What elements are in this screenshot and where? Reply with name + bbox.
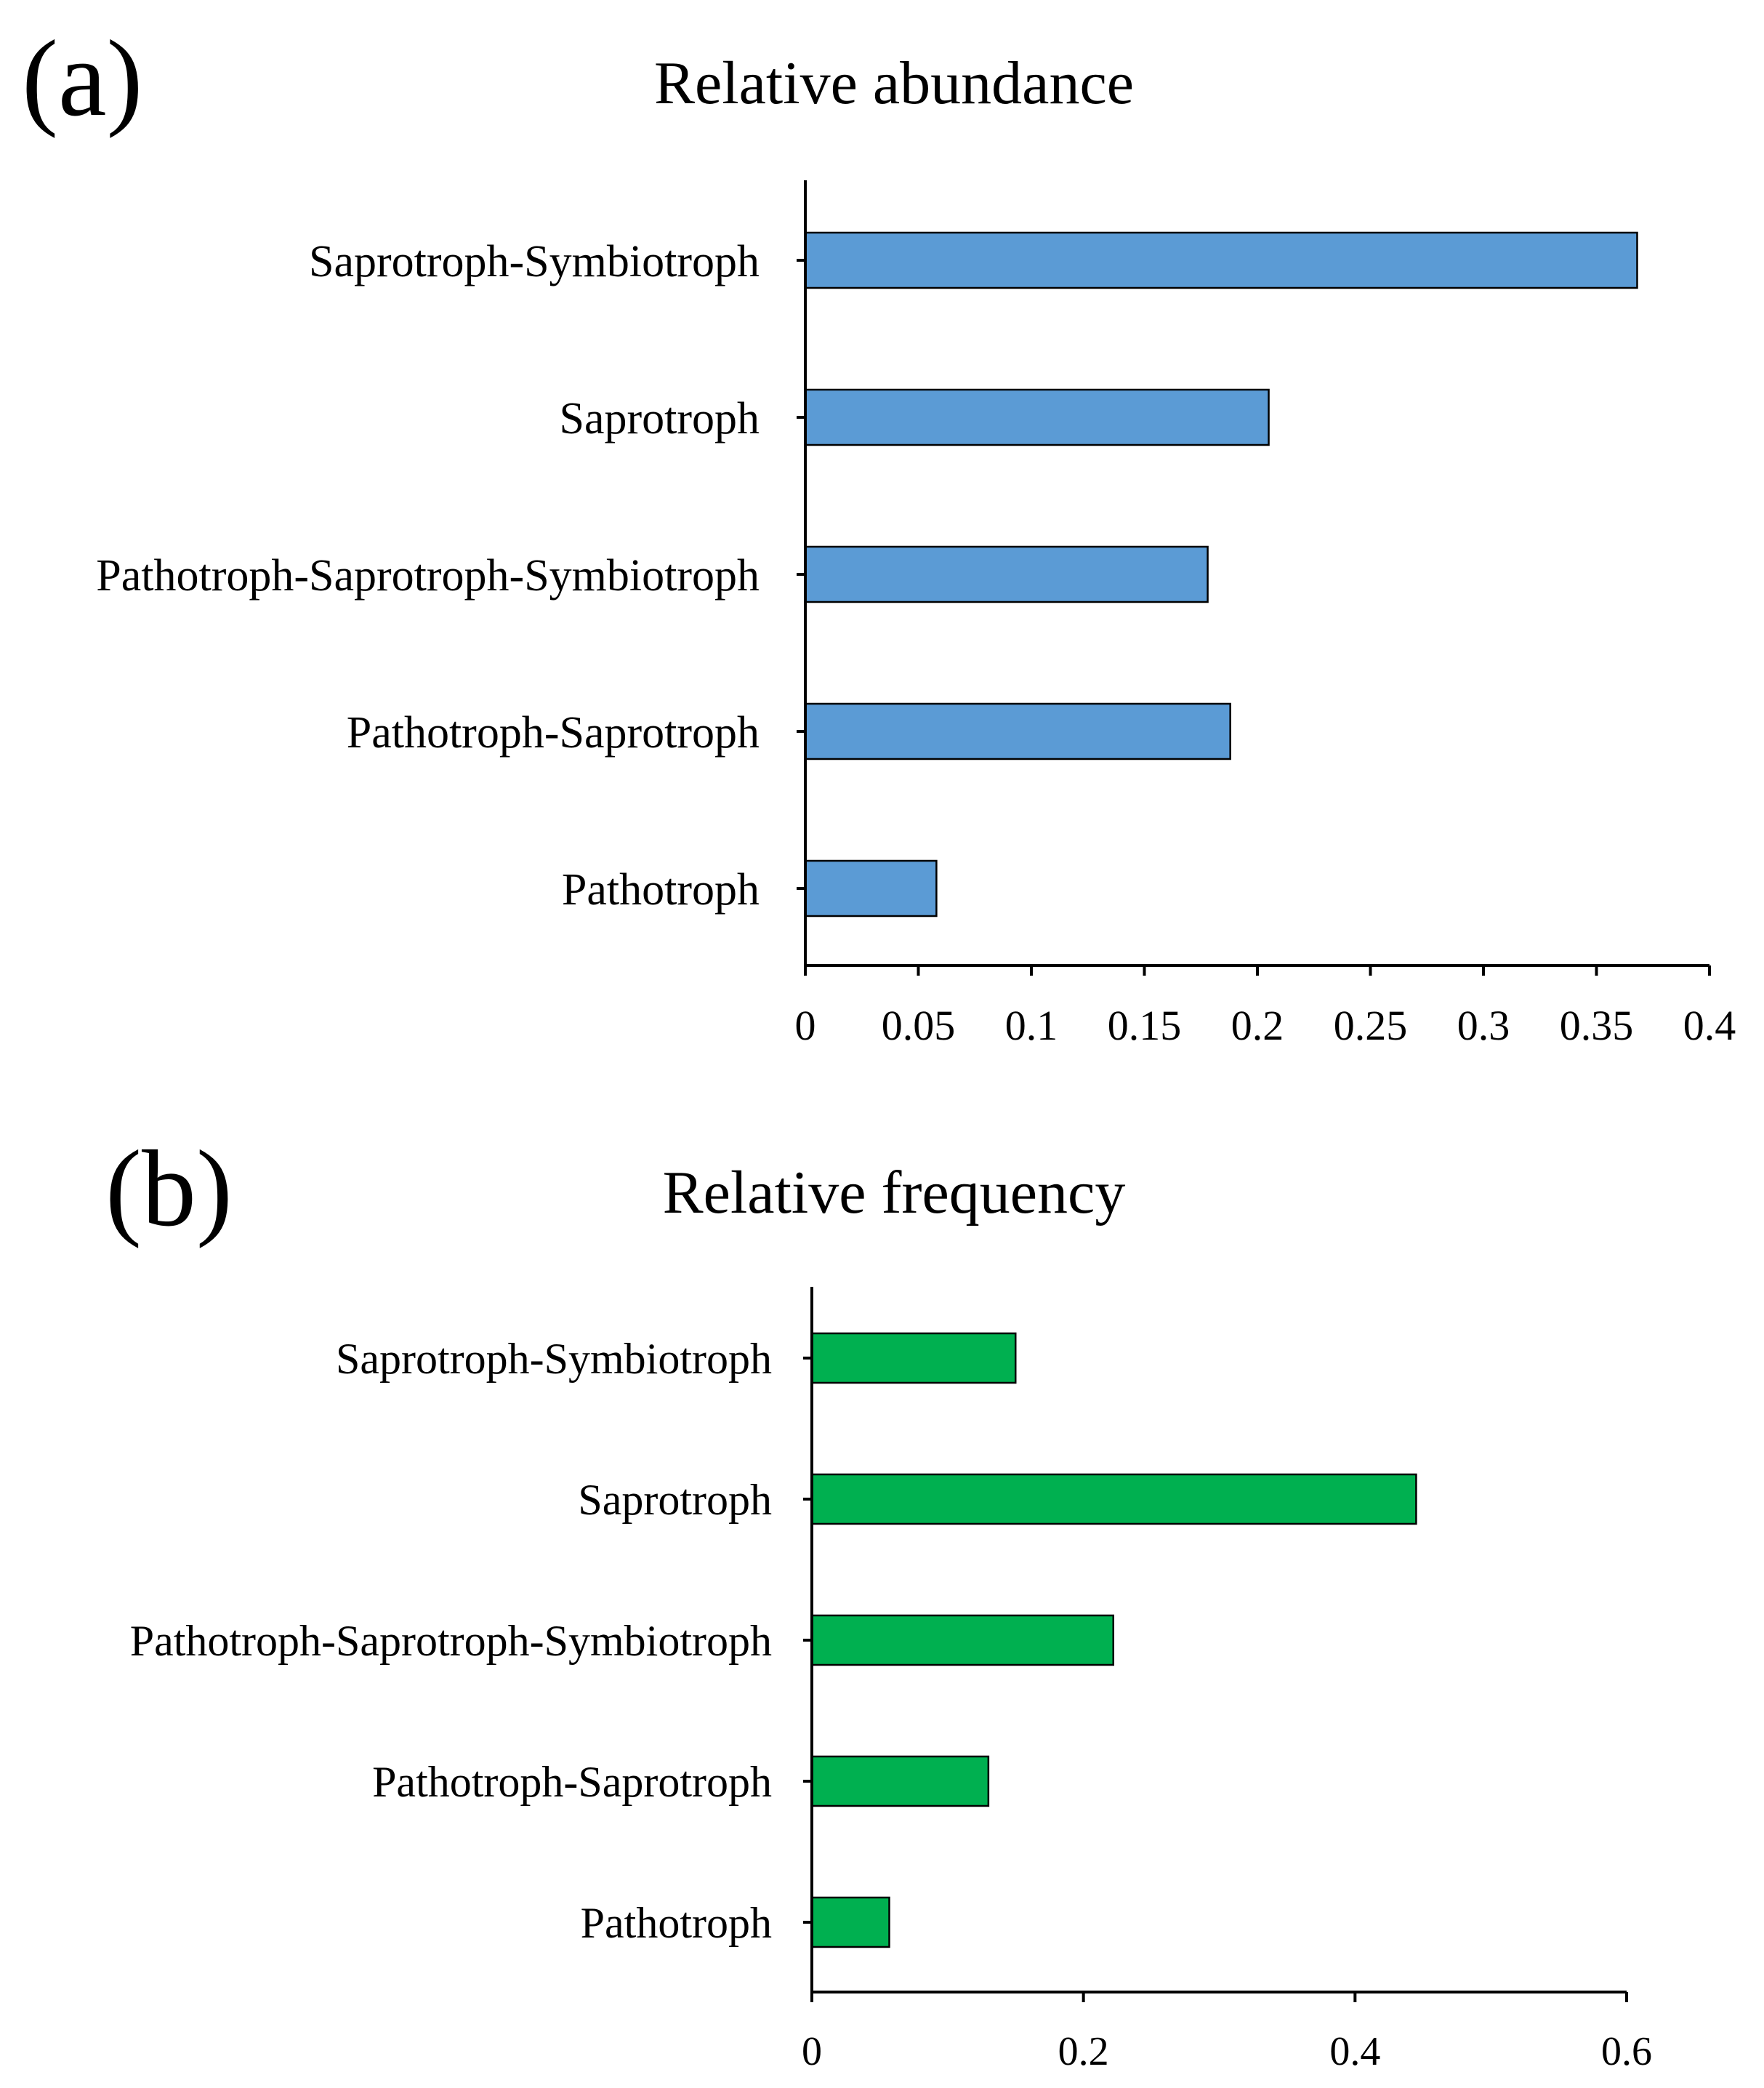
- panel-b-x-tick-label: 0.6: [1601, 2029, 1652, 2074]
- panel-b-title: Relative frequency: [663, 1159, 1126, 1226]
- panel-b-x-tick-label: 0: [802, 2029, 822, 2074]
- panel-a-bar: [804, 702, 1231, 760]
- panel-b-x-tick-label: 0.4: [1329, 2029, 1380, 2074]
- panel-a-category-label: Saprotroph: [559, 394, 760, 443]
- panel-a-category-label: Pathotroph: [562, 865, 760, 915]
- panel-a-bar: [804, 388, 1270, 446]
- panel-b-x-tick-label: 0.2: [1058, 2029, 1109, 2074]
- panel-a-category-label: Saprotroph-Symbiotroph: [309, 237, 760, 286]
- panel-a-label: (a): [22, 18, 142, 139]
- panel-b-category-label: Pathotroph-Saprotroph: [372, 1758, 772, 1806]
- panel-b: (b) Relative frequency Saprotroph-Symbio…: [105, 1128, 1652, 2074]
- panel-b-label: (b): [105, 1128, 233, 1249]
- panel-a-bars: [804, 231, 1638, 917]
- panel-a-x-tick-label: 0.15: [1108, 1002, 1182, 1049]
- panel-a-x-tick-label: 0.35: [1560, 1002, 1634, 1049]
- panel-a-x-tick-label: 0.25: [1334, 1002, 1408, 1049]
- panel-a-x-tick-label: 0.4: [1683, 1002, 1736, 1049]
- panel-b-bar: [810, 1473, 1417, 1525]
- panel-a-x-tick-label: 0: [795, 1002, 816, 1049]
- panel-a-x-tick-label: 0.05: [882, 1002, 956, 1049]
- panel-b-category-label: Pathotroph: [581, 1899, 772, 1947]
- panel-b-category-labels: Saprotroph-Symbiotroph Saprotroph Pathotro…: [130, 1335, 812, 1947]
- panel-a-x-tick-label: 0.2: [1231, 1002, 1284, 1049]
- panel-a-title: Relative abundance: [654, 49, 1134, 117]
- panel-a-x-tick-label: 0.1: [1005, 1002, 1058, 1049]
- panel-a-category-label: Pathotroph-Saprotroph: [347, 708, 760, 758]
- panel-b-category-label: Saprotroph-Symbiotroph: [336, 1335, 772, 1383]
- panel-a-x-ticks: 0 0.05 0.1 0.15 0.2 0.25 0.3 0.35 0.4: [795, 965, 1736, 1049]
- panel-b-bars: [810, 1332, 1417, 1948]
- panel-b-bar: [810, 1896, 890, 1948]
- panel-a: (a) Relative abundance Saprotroph-Symbio…: [22, 18, 1736, 1049]
- panel-a-x-tick-label: 0.3: [1457, 1002, 1510, 1049]
- panel-b-category-label: Saprotroph: [578, 1476, 772, 1524]
- panel-a-axes: [804, 180, 1709, 967]
- panel-a-bar: [804, 859, 938, 917]
- panel-b-bar: [810, 1755, 990, 1807]
- panel-a-category-labels: Saprotroph-Symbiotroph Saprotroph Pathotro…: [96, 237, 805, 915]
- panel-a-bar: [804, 231, 1638, 289]
- panel-a-category-label: Pathotroph-Saprotroph-Symbiotroph: [96, 551, 760, 601]
- panel-a-bar: [804, 545, 1209, 603]
- panel-b-category-label: Pathotroph-Saprotroph-Symbiotroph: [130, 1617, 772, 1665]
- panel-b-x-ticks: 0 0.2 0.4 0.6: [802, 1992, 1652, 2074]
- panel-b-bar: [810, 1614, 1115, 1666]
- panel-b-axes: [810, 1287, 1627, 1993]
- panel-b-bar: [810, 1332, 1017, 1384]
